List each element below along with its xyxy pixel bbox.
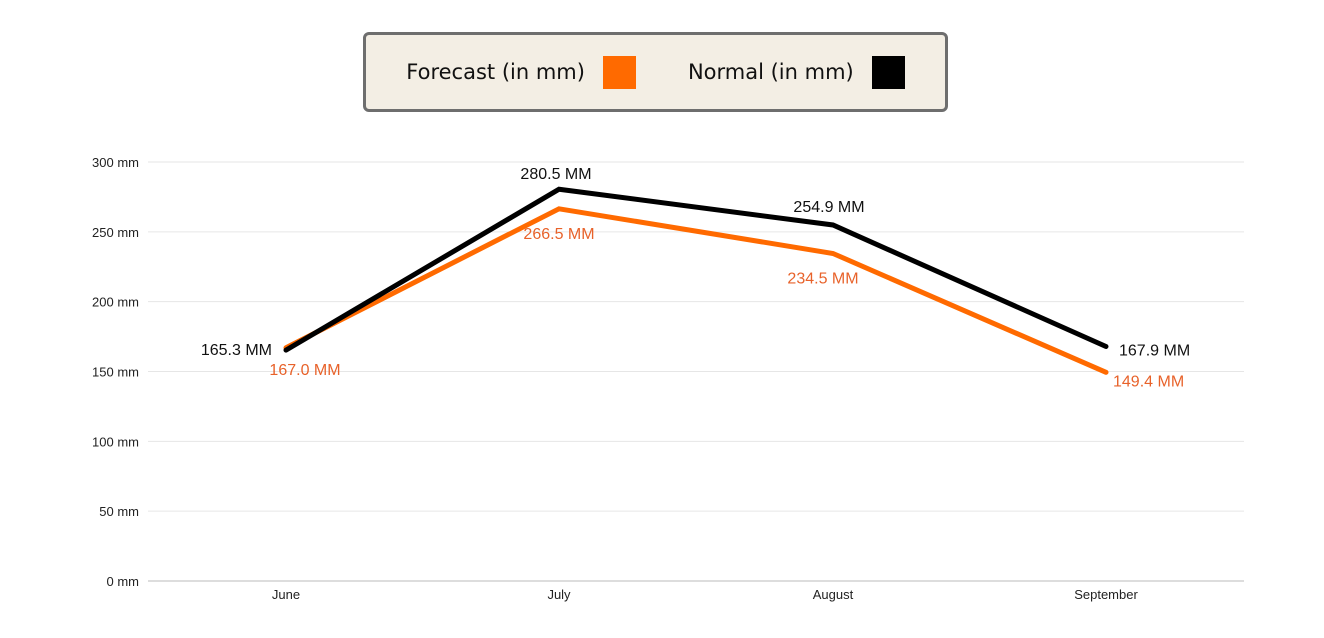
x-tick-label: July <box>547 587 571 602</box>
y-tick-label: 100 mm <box>92 434 139 449</box>
legend-item-forecast: Forecast (in mm) <box>406 55 636 89</box>
legend-label-forecast: Forecast (in mm) <box>406 60 585 84</box>
legend-swatch-normal <box>871 55 905 89</box>
y-tick-label: 200 mm <box>92 295 139 310</box>
data-label: 234.5 MM <box>787 270 858 287</box>
series-line-normal <box>283 186 1109 353</box>
data-label: 167.9 MM <box>1119 342 1190 359</box>
y-tick-label: 250 mm <box>92 225 139 240</box>
x-tick-label: August <box>813 587 854 602</box>
legend-label-normal: Normal (in mm) <box>687 60 854 84</box>
legend: Forecast (in mm) Normal (in mm) <box>363 32 948 112</box>
x-tick-label: September <box>1074 587 1138 602</box>
y-tick-label: 50 mm <box>99 504 139 519</box>
y-tick-label: 0 mm <box>107 574 140 589</box>
data-label: 266.5 MM <box>523 226 594 243</box>
y-tick-label: 150 mm <box>92 365 139 380</box>
data-label: 149.4 MM <box>1113 373 1184 390</box>
series-line-forecast <box>283 206 1109 375</box>
legend-swatch-forecast <box>602 55 636 89</box>
legend-item-normal: Normal (in mm) <box>687 55 905 89</box>
data-label: 165.3 MM <box>201 342 272 359</box>
data-label: 167.0 MM <box>269 362 340 379</box>
data-label: 254.9 MM <box>793 199 864 216</box>
y-tick-label: 300 mm <box>92 155 139 170</box>
x-tick-label: June <box>272 587 300 602</box>
data-label: 280.5 MM <box>520 166 591 183</box>
